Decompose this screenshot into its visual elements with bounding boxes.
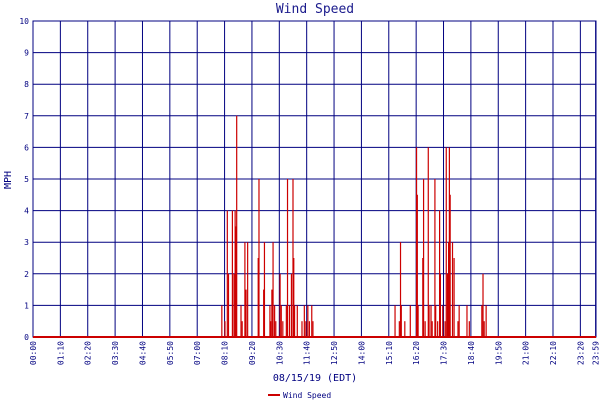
x-tick-label: 02:20 <box>84 341 93 365</box>
data-bars <box>33 115 596 338</box>
y-tick-label: 2 <box>24 270 29 279</box>
y-tick-label: 8 <box>24 80 29 89</box>
x-tick-label: 14:00 <box>357 341 366 365</box>
legend-label: Wind Speed <box>283 391 331 400</box>
x-axis-ticks: 00:00 01:10 02:20 03:30 04:40 05:50 07:00 08:10… <box>29 341 600 365</box>
x-tick-label: 17:30 <box>440 341 449 365</box>
x-tick-label: 04:40 <box>138 341 147 365</box>
y-tick-label: 5 <box>24 175 29 184</box>
x-tick-label: 12:50 <box>330 341 339 365</box>
y-tick-label: 3 <box>24 238 29 247</box>
legend: Wind Speed <box>268 391 331 400</box>
x-tick-label: 11:40 <box>303 341 312 365</box>
x-axis-label: 08/15/19 (EDT) <box>273 373 357 384</box>
x-tick-label: 00:00 <box>29 341 38 365</box>
y-tick-label: 1 <box>24 301 29 310</box>
x-tick-label: 01:10 <box>56 341 65 365</box>
x-tick-label: 10:30 <box>275 341 284 365</box>
x-tick-label: 15:10 <box>385 341 394 365</box>
y-tick-label: 7 <box>24 112 29 121</box>
x-tick-label: 05:50 <box>166 341 175 365</box>
y-tick-label: 9 <box>24 49 29 58</box>
x-tick-label: 21:00 <box>522 341 531 365</box>
x-tick-label: 23:20 <box>576 341 585 365</box>
x-tick-label: 16:20 <box>412 341 421 365</box>
y-tick-label: 10 <box>19 17 29 26</box>
x-tick-label: 08:10 <box>221 341 230 365</box>
x-tick-label: 07:00 <box>193 341 202 365</box>
chart-title: Wind Speed <box>276 2 354 17</box>
y-tick-label: 0 <box>24 333 29 342</box>
y-axis-label: MPH <box>3 171 14 189</box>
x-tick-label: 22:10 <box>549 341 558 365</box>
x-tick-label: 19:50 <box>494 341 503 365</box>
x-tick-label: 09:20 <box>248 341 257 365</box>
x-tick-label: 18:40 <box>467 341 476 365</box>
x-tick-label: 23:59 <box>592 341 600 365</box>
y-tick-label: 4 <box>24 207 29 216</box>
x-tick-label: 03:30 <box>111 341 120 365</box>
y-axis-ticks: 0 1 2 3 4 5 6 7 8 9 10 <box>19 17 29 342</box>
y-tick-label: 6 <box>24 143 29 152</box>
